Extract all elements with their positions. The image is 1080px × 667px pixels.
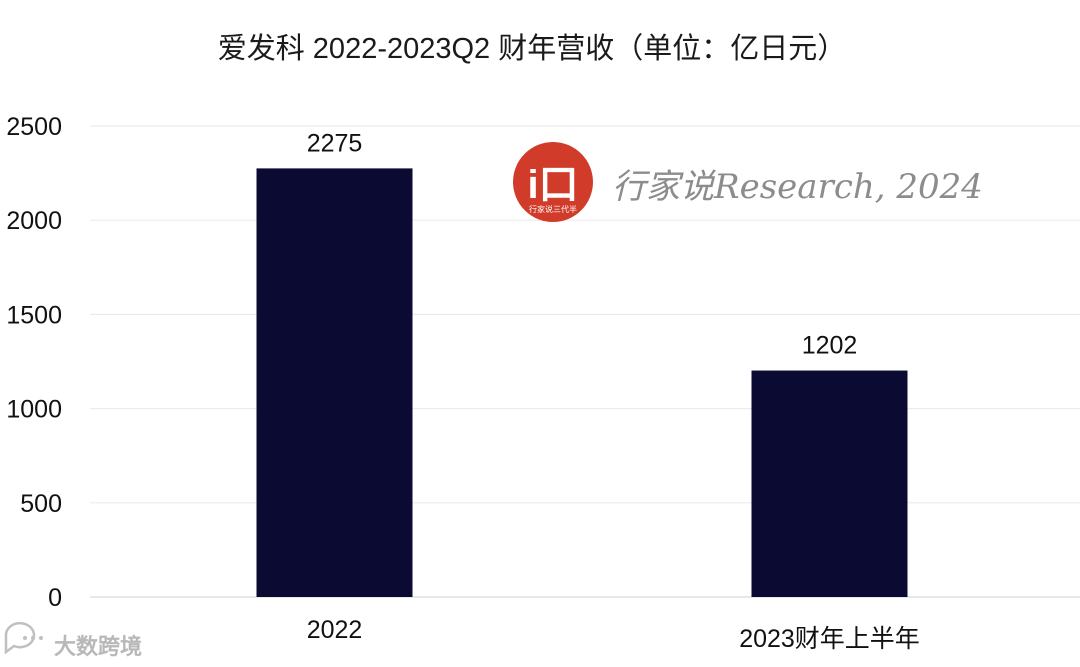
watermark-text: 行家说Research, 2024 [612, 167, 983, 207]
bar-value-label: 1202 [802, 332, 858, 360]
x-category-label: 2023财年上半年 [739, 625, 920, 653]
value-labels: 2275 1202 [307, 129, 858, 359]
category-labels: 2022 2023财年上半年 [307, 616, 920, 653]
y-tick-label: 0 [48, 584, 62, 612]
bar-value-label: 2275 [307, 129, 363, 157]
watermark-logo-caption: 行家说三代半 [529, 204, 577, 214]
watermark-logo-icon [513, 142, 593, 222]
y-tick-label: 1000 [6, 396, 62, 424]
y-tick-label: 2500 [6, 113, 62, 141]
footer: 大数跨境 [4, 621, 142, 659]
gridlines [90, 125, 1080, 598]
bars [256, 168, 908, 597]
x-category-label: 2022 [307, 616, 363, 644]
y-tick-label: 2000 [6, 207, 62, 235]
footer-text: 大数跨境 [54, 634, 142, 659]
watermark: i口 行家说三代半 行家说Research, 2024 [513, 142, 983, 222]
y-tick-label: 1500 [6, 301, 62, 329]
y-axis-ticks: 0 500 1000 1500 2000 2500 [6, 113, 62, 612]
y-tick-label: 500 [20, 490, 62, 518]
chart-title: 爱发科 2022-2023Q2 财年营收（单位：亿日元） [218, 32, 847, 65]
chat-bubble-icon [4, 621, 43, 655]
watermark-logo-glyph: i口 [527, 163, 578, 207]
bar [751, 370, 908, 597]
bar [256, 168, 413, 597]
